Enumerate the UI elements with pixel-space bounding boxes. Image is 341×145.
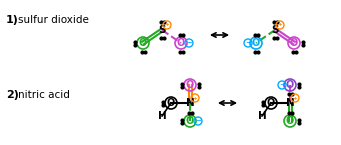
Text: H: H	[257, 111, 266, 121]
Text: H: H	[158, 111, 166, 121]
Text: −: −	[279, 82, 285, 88]
Text: 2): 2)	[6, 90, 19, 100]
Text: +: +	[165, 22, 169, 28]
Text: +: +	[293, 96, 297, 100]
Text: S: S	[271, 25, 279, 35]
Text: O: O	[252, 38, 260, 48]
Text: +: +	[278, 22, 282, 28]
Text: O: O	[186, 116, 194, 126]
Text: −: −	[245, 40, 251, 46]
Text: O: O	[286, 80, 294, 90]
Text: S: S	[158, 25, 166, 35]
Text: O: O	[186, 80, 194, 90]
Text: N: N	[186, 98, 194, 108]
Text: +: +	[193, 96, 197, 100]
Text: nitric acid: nitric acid	[18, 90, 70, 100]
Text: O: O	[286, 116, 294, 126]
Text: O: O	[139, 38, 147, 48]
Text: O: O	[167, 98, 175, 108]
Text: −: −	[186, 40, 192, 46]
Text: O: O	[290, 38, 298, 48]
Text: −: −	[195, 118, 201, 124]
Text: N: N	[286, 98, 294, 108]
Text: 1): 1)	[6, 15, 19, 25]
Text: sulfur dioxide: sulfur dioxide	[18, 15, 89, 25]
Text: O: O	[177, 38, 185, 48]
Text: O: O	[267, 98, 275, 108]
